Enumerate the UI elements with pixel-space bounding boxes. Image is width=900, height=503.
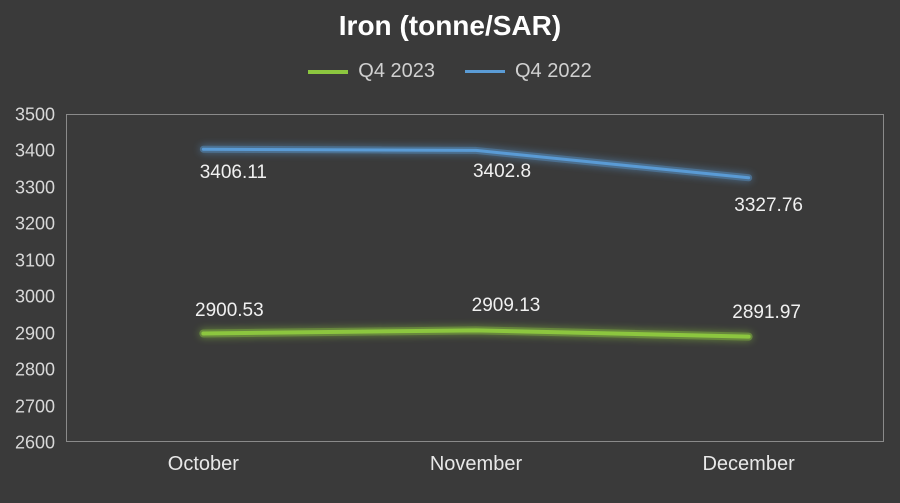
x-tick-label: October [168, 441, 239, 476]
legend-swatch-q4-2023 [308, 70, 348, 74]
y-tick-label: 2700 [15, 396, 67, 417]
data-label: 2909.13 [472, 295, 541, 317]
data-label: 2900.53 [195, 300, 264, 322]
chart-legend: Q4 2023 Q4 2022 [0, 60, 900, 83]
legend-swatch-q4-2022 [465, 70, 505, 73]
x-tick-label: December [702, 441, 794, 476]
y-tick-label: 3400 [15, 141, 67, 162]
y-tick-label: 3300 [15, 177, 67, 198]
data-label: 3402.8 [473, 161, 531, 183]
x-tick-label: November [430, 441, 522, 476]
y-tick-label: 3000 [15, 287, 67, 308]
y-tick-label: 2600 [15, 433, 67, 454]
y-tick-label: 2900 [15, 323, 67, 344]
y-tick-label: 3200 [15, 214, 67, 235]
legend-label: Q4 2023 [358, 60, 435, 83]
data-label: 3406.11 [200, 162, 267, 184]
chart-title: Iron (tonne/SAR) [0, 10, 900, 42]
data-label: 3327.76 [734, 195, 803, 217]
legend-item-q4-2023: Q4 2023 [308, 60, 435, 83]
y-tick-label: 3100 [15, 250, 67, 271]
y-tick-label: 3500 [15, 105, 67, 126]
plot-area: 2600270028002900300031003200330034003500… [66, 114, 884, 442]
y-tick-label: 2800 [15, 360, 67, 381]
data-label: 2891.97 [732, 302, 801, 324]
iron-chart: Iron (tonne/SAR) Q4 2023 Q4 2022 2600270… [0, 0, 900, 503]
legend-label: Q4 2022 [515, 60, 592, 83]
legend-item-q4-2022: Q4 2022 [465, 60, 592, 83]
